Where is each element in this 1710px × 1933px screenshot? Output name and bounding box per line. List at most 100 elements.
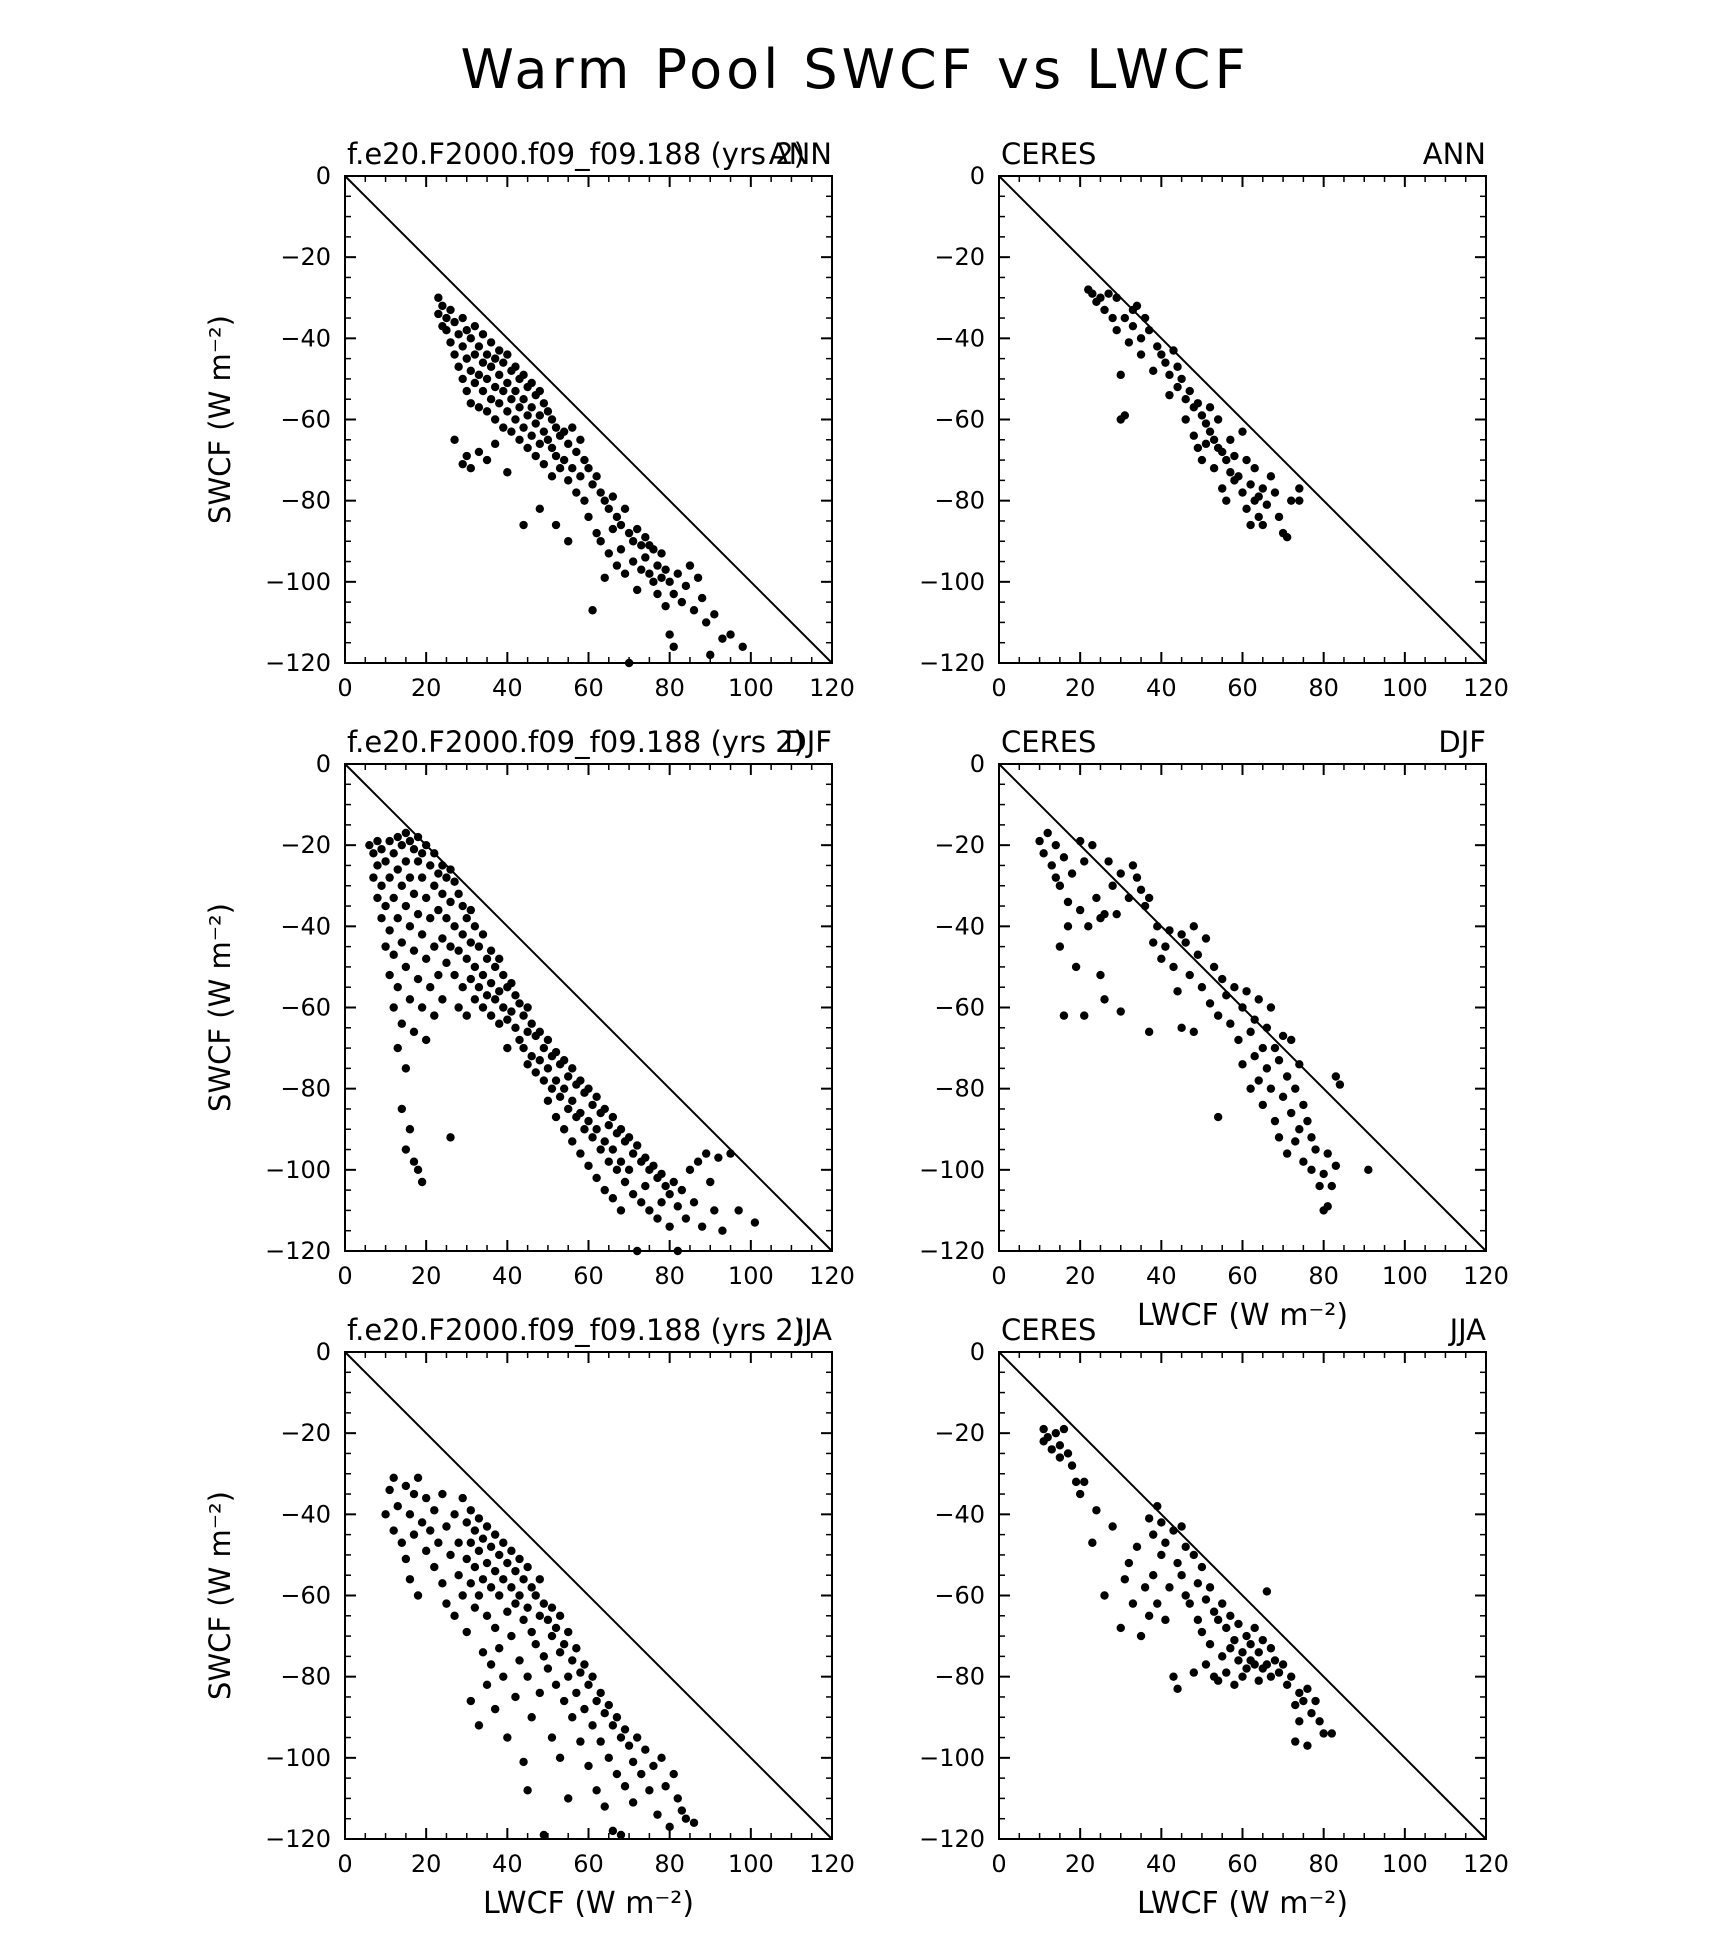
scatter-panel-jja-model: 0 20 40 60 80 100 120 0 −20 −40 −60 −80 −100 −120 f.e2…: [203, 1313, 855, 1921]
data-point: [1319, 1729, 1328, 1738]
data-point: [495, 987, 504, 996]
data-point: [511, 415, 520, 424]
y-tick-label: −60: [280, 406, 331, 434]
data-point: [559, 455, 569, 465]
data-point: [486, 1542, 496, 1552]
data-point: [1299, 1100, 1308, 1110]
data-point: [1128, 1599, 1138, 1608]
data-point: [559, 1125, 569, 1134]
data-point: [580, 1125, 589, 1134]
data-point: [450, 1611, 459, 1620]
data-point: [503, 1558, 512, 1568]
data-point: [1238, 1003, 1247, 1012]
data-point: [458, 901, 467, 911]
data-point: [624, 1133, 634, 1142]
data-point: [519, 1757, 528, 1767]
data-point: [1331, 1161, 1341, 1170]
data-point: [568, 423, 577, 432]
data-point: [608, 1194, 618, 1203]
data-point: [466, 399, 476, 408]
data-point: [559, 1056, 569, 1065]
data-point: [1226, 1644, 1235, 1653]
data-point: [1051, 1428, 1061, 1438]
data-point: [466, 938, 476, 947]
data-point: [519, 370, 528, 380]
data-point: [539, 1830, 549, 1840]
data-point: [470, 922, 480, 931]
data-point: [551, 520, 561, 530]
data-point: [442, 313, 451, 323]
data-point: [401, 857, 411, 866]
data-point: [600, 496, 609, 505]
data-point: [568, 464, 577, 473]
data-point: [1177, 1571, 1186, 1580]
data-point: [1144, 326, 1154, 335]
data-point: [442, 1599, 451, 1608]
data-point: [543, 1615, 553, 1625]
data-point: [527, 1019, 536, 1028]
data-point: [1246, 480, 1255, 489]
data-point: [450, 1510, 459, 1519]
data-point: [1055, 1441, 1065, 1450]
data-point: [515, 403, 524, 412]
data-point: [381, 1510, 390, 1519]
data-point: [462, 386, 471, 396]
y-tick-label: −40: [280, 324, 331, 352]
y-tick-label: −20: [934, 243, 985, 271]
data-point: [535, 411, 544, 420]
data-point: [1055, 881, 1065, 890]
data-point: [1364, 1165, 1373, 1175]
data-point: [409, 889, 419, 899]
data-point: [446, 1133, 455, 1142]
data-point: [628, 1798, 638, 1807]
data-point: [693, 573, 703, 582]
data-point: [1157, 350, 1166, 359]
y-tick-label: −40: [280, 1500, 331, 1528]
data-point: [1169, 1672, 1178, 1681]
data-point: [1242, 504, 1251, 513]
panel-season-label: ANN: [769, 137, 832, 171]
data-point: [1144, 893, 1154, 903]
data-point: [1209, 962, 1219, 972]
data-point: [1287, 1672, 1296, 1681]
data-point: [1299, 1157, 1308, 1166]
data-point: [1161, 942, 1170, 951]
data-point: [564, 1627, 573, 1637]
data-point: [462, 1011, 471, 1020]
data-point: [588, 606, 597, 615]
y-tick-label: −80: [934, 1663, 985, 1691]
data-point: [495, 1550, 504, 1560]
data-point: [1153, 342, 1162, 351]
data-point: [503, 350, 512, 359]
panel-left-label: CERES: [1001, 725, 1096, 759]
x-tick-label: 120: [1463, 674, 1509, 702]
data-point: [385, 926, 394, 935]
data-point: [1307, 1133, 1316, 1142]
data-point: [470, 1603, 480, 1612]
data-point: [559, 1084, 569, 1093]
data-point: [478, 1534, 488, 1543]
data-point: [1112, 909, 1121, 919]
data-point: [470, 350, 480, 359]
y-tick-label: 0: [316, 1338, 331, 1366]
x-tick-label: 20: [1065, 1850, 1096, 1878]
data-point: [401, 828, 411, 838]
data-point: [490, 354, 500, 363]
data-point: [677, 1806, 687, 1815]
data-point: [657, 573, 666, 582]
data-point: [734, 1206, 743, 1215]
data-point: [750, 1218, 760, 1227]
data-point: [1096, 293, 1105, 302]
data-point: [1291, 1084, 1300, 1093]
data-point: [1104, 857, 1113, 866]
data-point: [1067, 1461, 1077, 1470]
data-point: [616, 1830, 626, 1840]
x-tick-label: 20: [411, 1262, 442, 1290]
data-point: [1080, 1011, 1089, 1020]
data-point: [1323, 1202, 1332, 1211]
data-point: [434, 309, 443, 319]
data-point: [624, 1741, 634, 1750]
data-point: [1108, 881, 1117, 890]
data-point: [1282, 532, 1292, 542]
data-point: [669, 642, 678, 651]
